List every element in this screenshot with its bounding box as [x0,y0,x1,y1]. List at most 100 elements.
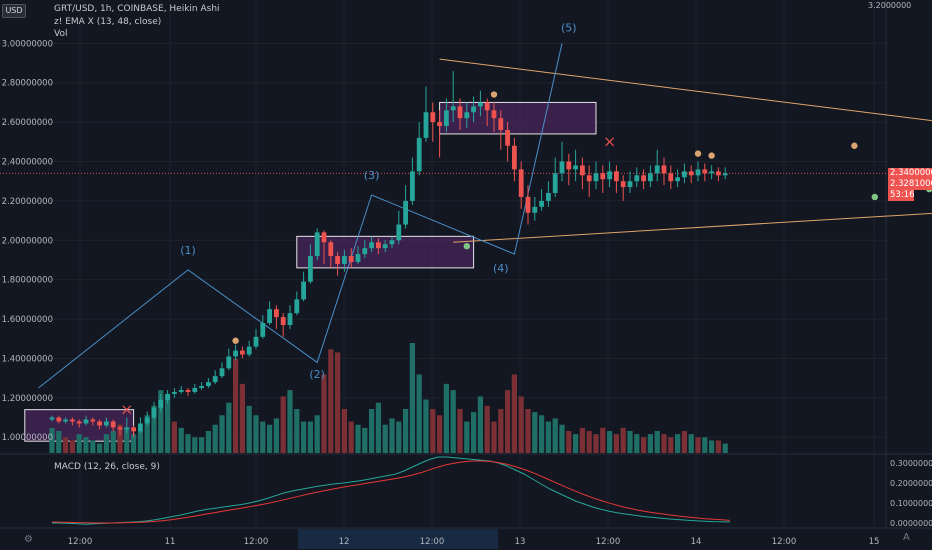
candle-body [376,242,381,249]
candle-body [226,356,232,369]
candle-body [97,421,102,426]
candle-body [144,417,150,424]
candle-body [267,309,272,324]
volume-bar [715,440,721,453]
candle-body [233,350,238,357]
cross-marker [605,137,615,147]
candle-body [192,388,198,392]
candle-body [695,169,701,176]
candle-body [437,122,442,127]
volume-bar [56,431,62,453]
candle-body [702,169,708,174]
candle-body [450,106,456,111]
candle-body [328,242,334,257]
volume-bar [63,437,69,453]
triangle-lower-line [453,212,932,243]
volume-bar [355,424,361,453]
candle-body [444,110,449,127]
candle-body [668,173,674,182]
volume-bar [634,434,640,453]
volume-bar [627,431,633,453]
volume-bar [450,390,456,453]
volume-bar [362,427,368,453]
volume-bar [205,431,211,453]
volume-bar [600,427,606,453]
candle-body [117,427,123,430]
volume-bar [579,427,585,453]
volume-bar [199,437,205,453]
candle-body [70,419,75,422]
volume-bar [668,437,674,453]
candle-body [76,421,82,424]
wave-label: (2) [309,368,325,381]
volume-bar [505,390,511,453]
candle-body [478,102,483,107]
volume-bar [416,374,422,453]
candle-body [648,173,653,182]
ema-indicator-label[interactable]: z! EMA X (13, 48, close) [54,17,162,27]
price-tick-label: 2.60000000 [2,118,53,128]
candle-body [335,256,340,264]
settings-icon[interactable]: ⚙ [24,534,33,545]
macd-tick-label: 0.00000000 [890,519,932,528]
wave-polyline [38,43,563,389]
volume-bar [233,358,239,453]
auto-scale-button[interactable]: A [903,532,910,543]
price-axis[interactable]: 1.00000000 1.20000000 1.40000000 1.60000000… [2,39,53,443]
volume-bar [532,412,538,453]
volume-bar [409,343,415,453]
candle-body [314,232,320,257]
time-tick-label: 13 [515,537,526,547]
currency-badge[interactable]: USD [2,4,26,18]
time-tick-label: 12:00 [772,537,797,547]
time-axis[interactable]: 12:00 11 12:00 12 12:00 13 12:00 14 12:00 15 [0,527,932,550]
volume-indicator-label[interactable]: Vol [54,29,68,39]
volume-bar [430,409,436,453]
candle-body [600,173,606,180]
candle-body [512,145,517,170]
volume-bar [131,434,137,453]
candle-body [416,137,422,172]
candle-body [491,110,497,119]
candle-body [539,200,544,207]
price-tick-label: 1.60000000 [2,315,53,325]
candle-body [532,206,538,213]
price-tick-label: 2.80000000 [2,79,53,89]
top-clipped-price: 3.2000000 [868,1,912,10]
volume-bar [389,418,395,453]
volume-bar [280,396,286,453]
candle-body [518,169,524,197]
volume-bar [212,424,218,453]
candle-body [321,232,327,243]
volume-bar [328,349,334,453]
candle-body [253,336,259,347]
time-tick-label: 12:00 [68,537,93,547]
candle-body [355,254,361,262]
volume-bar [335,352,341,453]
volume-bar [192,437,198,453]
volume-bar [165,396,171,453]
volume-bar [348,421,354,453]
volume-bar [607,431,613,453]
candle-body [206,382,211,387]
volume-bar [641,437,647,453]
volume-bar [69,440,75,453]
volume-bar [341,409,347,453]
candle-body [457,106,463,119]
volume-bar [498,409,504,453]
price-tick-label: 1.00000000 [2,433,53,443]
volume-bar [267,424,273,453]
time-tick-label: 15 [869,537,880,547]
green-signal-dot [463,242,470,250]
volume-bar [124,427,130,453]
candle-body [471,106,476,113]
candle-body [165,393,170,400]
volume-bar [403,409,409,453]
macd-label[interactable]: MACD (12, 26, close, 9) [54,462,160,472]
candle-body [294,299,300,314]
candle-body [586,175,592,182]
price-tick-label: 2.40000000 [2,158,53,168]
volume-bar [171,421,177,453]
